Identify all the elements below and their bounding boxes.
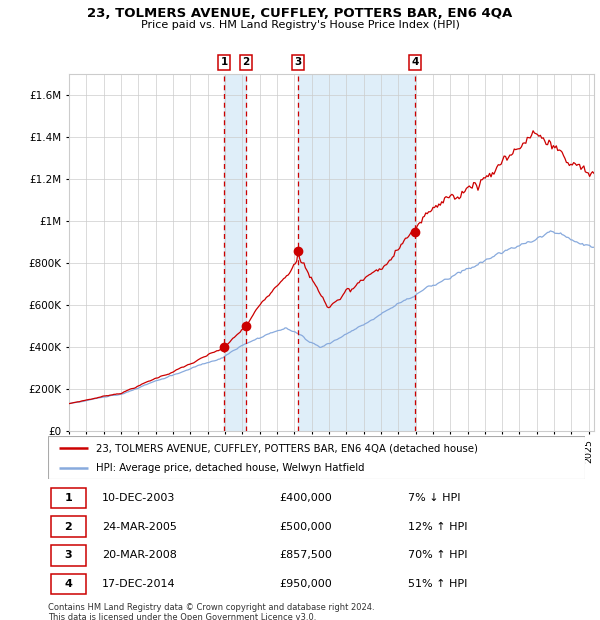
Text: 1: 1 <box>64 493 72 503</box>
Text: 12% ↑ HPI: 12% ↑ HPI <box>408 521 467 531</box>
Text: 23, TOLMERS AVENUE, CUFFLEY, POTTERS BAR, EN6 4QA: 23, TOLMERS AVENUE, CUFFLEY, POTTERS BAR… <box>88 7 512 20</box>
Bar <box>50 516 86 537</box>
Bar <box>224 74 246 431</box>
Text: 51% ↑ HPI: 51% ↑ HPI <box>408 579 467 589</box>
Text: 4: 4 <box>411 58 418 68</box>
Text: £950,000: £950,000 <box>279 579 332 589</box>
Text: 2: 2 <box>64 521 72 531</box>
Bar <box>50 487 86 508</box>
Text: HPI: Average price, detached house, Welwyn Hatfield: HPI: Average price, detached house, Welw… <box>97 463 365 473</box>
Text: Price paid vs. HM Land Registry's House Price Index (HPI): Price paid vs. HM Land Registry's House … <box>140 20 460 30</box>
Bar <box>50 545 86 565</box>
Text: 3: 3 <box>64 551 72 560</box>
Text: 10-DEC-2003: 10-DEC-2003 <box>102 493 175 503</box>
Text: £400,000: £400,000 <box>279 493 332 503</box>
Text: 17-DEC-2014: 17-DEC-2014 <box>102 579 175 589</box>
Text: 24-MAR-2005: 24-MAR-2005 <box>102 521 176 531</box>
Text: £857,500: £857,500 <box>279 551 332 560</box>
Bar <box>50 574 86 595</box>
Text: 1: 1 <box>221 58 228 68</box>
Text: 2: 2 <box>242 58 250 68</box>
Text: 70% ↑ HPI: 70% ↑ HPI <box>408 551 467 560</box>
Text: Contains HM Land Registry data © Crown copyright and database right 2024.
This d: Contains HM Land Registry data © Crown c… <box>48 603 374 620</box>
Bar <box>298 74 415 431</box>
Text: 20-MAR-2008: 20-MAR-2008 <box>102 551 176 560</box>
Text: 7% ↓ HPI: 7% ↓ HPI <box>408 493 460 503</box>
Text: £500,000: £500,000 <box>279 521 332 531</box>
Text: 3: 3 <box>295 58 302 68</box>
Text: 4: 4 <box>64 579 72 589</box>
Text: 23, TOLMERS AVENUE, CUFFLEY, POTTERS BAR, EN6 4QA (detached house): 23, TOLMERS AVENUE, CUFFLEY, POTTERS BAR… <box>97 443 478 453</box>
